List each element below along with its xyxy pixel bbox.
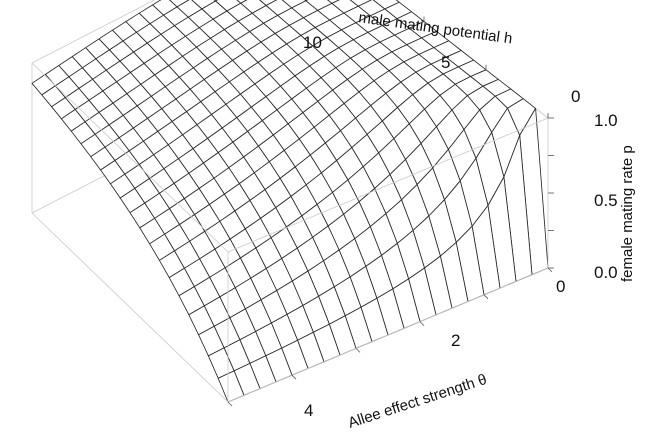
theta-tick-5 bbox=[227, 401, 233, 407]
h-tick-label-5: 5 bbox=[441, 53, 450, 72]
box-edge-front-5 bbox=[31, 212, 229, 403]
p-axis-title: female mating rate p bbox=[619, 145, 636, 282]
bounding-box-front bbox=[31, 62, 549, 403]
p-tick-label-0-5: 0.5 bbox=[594, 191, 618, 210]
h-tick-label-10: 10 bbox=[303, 33, 322, 52]
theta-tick-4 bbox=[291, 374, 297, 380]
axis-ticks bbox=[227, 16, 554, 407]
theta-tick-label-0: 0 bbox=[556, 277, 565, 296]
box-edge-back-2 bbox=[31, 0, 156, 64]
theta-axis-title: Allee effect strength θ bbox=[346, 371, 489, 432]
p-tick-label-0: 0.0 bbox=[594, 263, 618, 282]
theta-tick-0 bbox=[547, 267, 553, 273]
theta-tick-label-4: 4 bbox=[304, 401, 313, 420]
theta-tick-3 bbox=[355, 348, 361, 353]
surface-mesh bbox=[31, 0, 549, 403]
p-tick-label-1: 1.0 bbox=[594, 111, 618, 130]
box-edge-front-2 bbox=[227, 117, 549, 253]
theta-tick-label-2: 2 bbox=[451, 331, 460, 350]
theta-tick-2 bbox=[419, 321, 425, 326]
h-tick-label-0: 0 bbox=[571, 87, 580, 106]
theta-tick-1 bbox=[483, 294, 489, 300]
box-edge-front-3 bbox=[31, 62, 229, 253]
box-edge-front-4 bbox=[227, 267, 549, 403]
